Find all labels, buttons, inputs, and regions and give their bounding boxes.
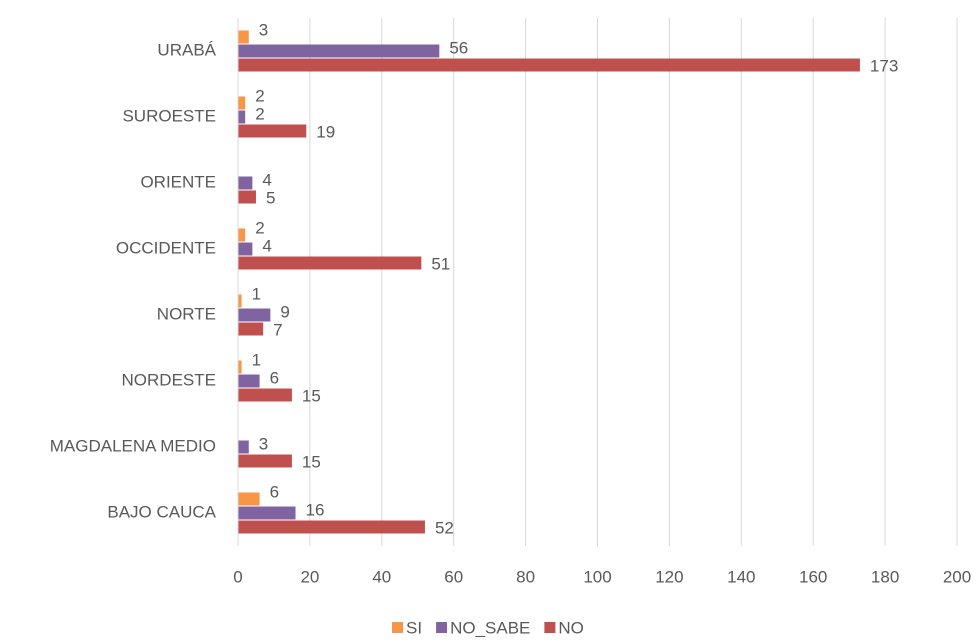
x-tick-label: 40 (372, 567, 391, 586)
data-label: 2 (255, 104, 264, 123)
bar (238, 520, 425, 534)
data-label: 3 (259, 20, 268, 39)
x-tick-label: 180 (871, 567, 899, 586)
y-tick-label: MAGDALENA MEDIO (50, 436, 216, 455)
data-label: 6 (270, 368, 279, 387)
y-tick-label: ORIENTE (140, 172, 216, 191)
bar (238, 506, 296, 520)
data-label: 4 (262, 170, 271, 189)
legend-label: NO_SABE (450, 618, 530, 637)
bar (238, 30, 249, 44)
data-label: 173 (870, 56, 898, 75)
y-tick-label: NORTE (157, 304, 216, 323)
bar (238, 190, 256, 204)
y-tick-label: URABÁ (157, 40, 216, 59)
data-label: 56 (449, 38, 468, 57)
data-label: 3 (259, 434, 268, 453)
legend-swatch (544, 622, 556, 633)
x-tick-label: 0 (233, 567, 242, 586)
data-label: 1 (252, 284, 261, 303)
bar (238, 228, 246, 242)
bar (238, 492, 260, 506)
data-label: 2 (255, 218, 264, 237)
bar (238, 242, 253, 256)
data-label: 1 (252, 350, 261, 369)
bar (238, 58, 860, 72)
y-tick-label: SUROESTE (122, 106, 216, 125)
y-tick-label: OCCIDENTE (116, 238, 216, 257)
x-tick-label: 20 (300, 567, 319, 586)
data-label: 7 (273, 320, 282, 339)
legend-label: SI (406, 618, 422, 637)
data-label: 19 (316, 122, 335, 141)
bar (238, 176, 253, 190)
bar (238, 308, 271, 322)
legend-label: NO (558, 618, 584, 637)
data-label: 6 (270, 482, 279, 501)
data-label: 2 (255, 86, 264, 105)
data-label: 4 (262, 236, 271, 255)
bar (238, 96, 246, 110)
bar (238, 454, 292, 468)
data-label: 9 (280, 302, 289, 321)
bar (238, 44, 440, 58)
data-label: 51 (431, 254, 450, 273)
data-label: 15 (302, 386, 321, 405)
x-tick-label: 60 (444, 567, 463, 586)
bar (238, 440, 249, 454)
bar (238, 110, 246, 124)
x-tick-label: 80 (516, 567, 535, 586)
y-tick-label: BAJO CAUCA (107, 502, 216, 521)
data-label: 5 (266, 188, 275, 207)
x-tick-label: 160 (799, 567, 827, 586)
data-label: 52 (435, 518, 454, 537)
legend-swatch (436, 622, 448, 633)
x-tick-label: 200 (943, 567, 971, 586)
y-tick-label: NORDESTE (122, 370, 216, 389)
data-label: 16 (306, 500, 325, 519)
x-tick-label: 120 (655, 567, 683, 586)
x-tick-label: 100 (583, 567, 611, 586)
bar (238, 360, 242, 374)
x-tick-label: 140 (727, 567, 755, 586)
bar (238, 256, 422, 270)
data-label: 15 (302, 452, 321, 471)
bar (238, 294, 242, 308)
legend-swatch (392, 622, 403, 633)
bar (238, 124, 307, 138)
bar (238, 374, 260, 388)
bar (238, 388, 292, 402)
bar (238, 322, 264, 336)
